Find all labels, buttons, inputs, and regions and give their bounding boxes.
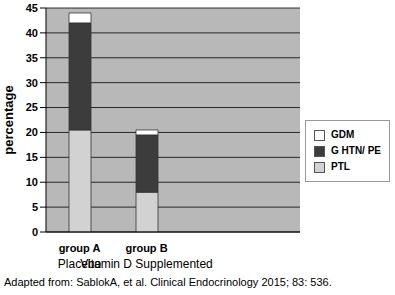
svg-text:percentage: percentage	[8, 85, 16, 154]
svg-text:Vitamin D Supplemented: Vitamin D Supplemented	[80, 257, 213, 271]
svg-text:25: 25	[26, 101, 38, 113]
html-text:Adapted from: SablokA, et al.: Adapted from: SablokA, et al. Clinical E…	[4, 276, 332, 288]
svg-text:45: 45	[26, 2, 38, 14]
svg-text:group A: group A	[59, 242, 101, 254]
svg-text:40: 40	[26, 27, 38, 39]
svg-text:5: 5	[32, 201, 38, 213]
svg-text:group B: group B	[125, 242, 167, 254]
html-text:GDM: GDM	[331, 129, 355, 140]
svg-text:0: 0	[32, 226, 38, 238]
svg-text:10: 10	[26, 176, 38, 188]
html-text:G HTN/ PE: G HTN/ PE	[331, 145, 381, 156]
svg-text:30: 30	[26, 77, 38, 89]
svg-text:35: 35	[26, 52, 38, 64]
svg-text:15: 15	[26, 151, 38, 163]
html-text:PTL: PTL	[331, 161, 350, 172]
svg-text:20: 20	[26, 126, 38, 138]
